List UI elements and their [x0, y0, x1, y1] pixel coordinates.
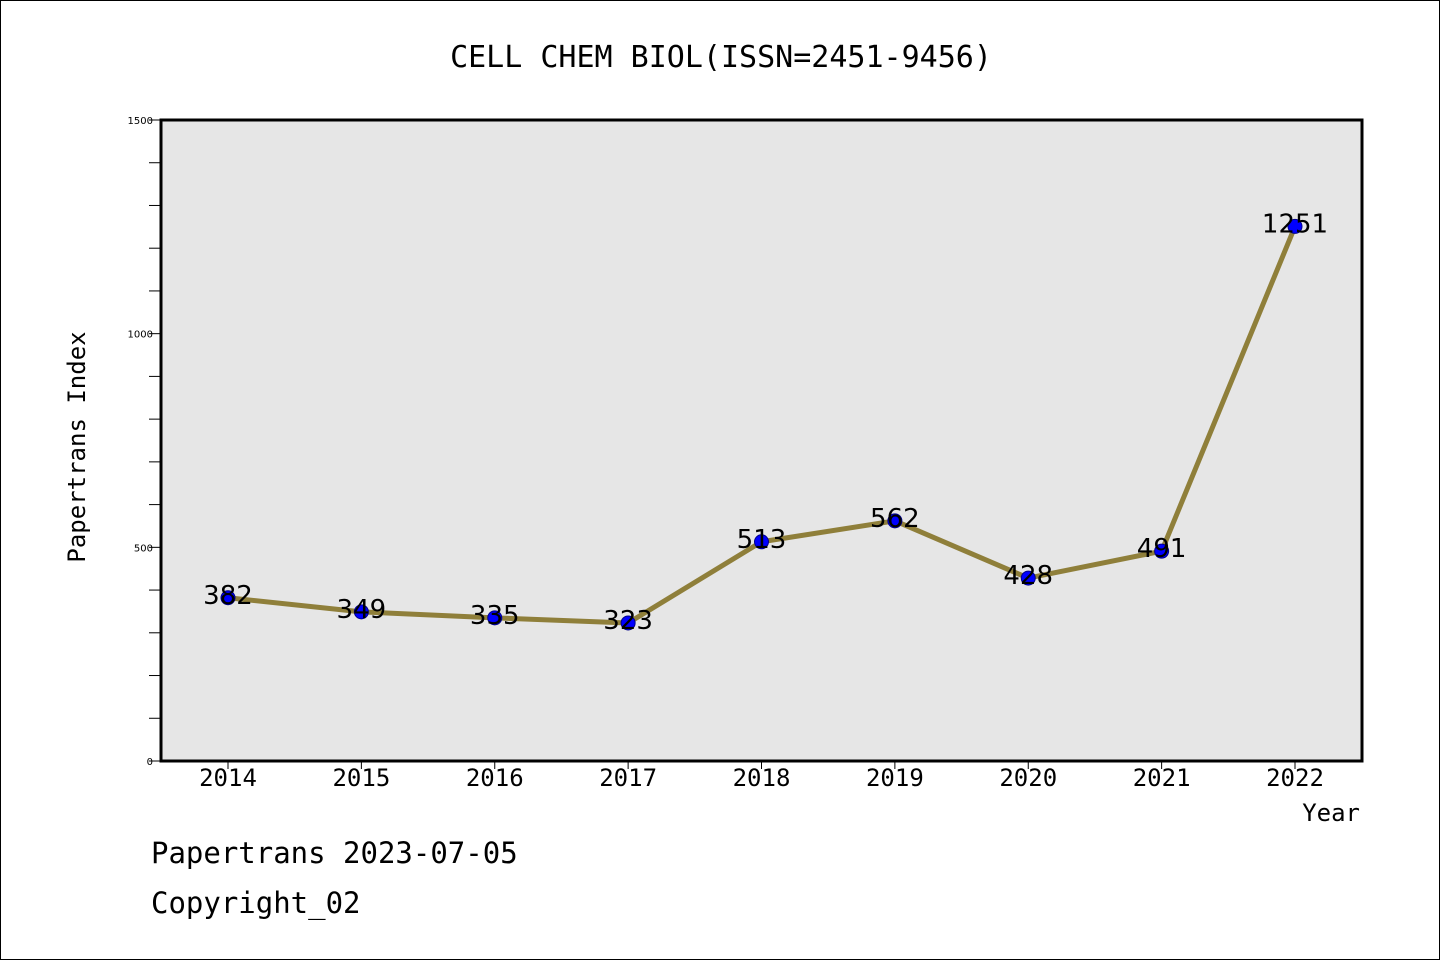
x-tick-label: 2018	[733, 764, 791, 792]
x-tick-label: 2021	[1133, 764, 1191, 792]
x-tick-label: 2017	[599, 764, 657, 792]
data-label: 382	[203, 581, 253, 611]
x-tick-label: 2016	[466, 764, 524, 792]
data-point	[620, 615, 636, 631]
y-tick-label: 500	[134, 543, 153, 554]
data-label: 562	[870, 504, 920, 534]
y-axis-label: Papertrans Index	[63, 331, 91, 562]
data-label: 491	[1137, 534, 1187, 564]
plot-area	[159, 118, 1364, 763]
data-label: 335	[470, 601, 520, 631]
data-point	[754, 534, 769, 550]
x-axis: 2014 2015 2016 2017 2018 2019 2020 2021 2022	[199, 761, 1324, 792]
data-label: 513	[737, 525, 787, 555]
data-point	[1287, 218, 1303, 234]
y-tick-label: 0	[147, 757, 153, 768]
data-labels: 382 349 335 323 513 562 428 491 1251	[203, 209, 1328, 636]
x-axis-label: Year	[1302, 799, 1360, 827]
y-tick-label: 1500	[128, 116, 153, 127]
y-axis: 0 500 1000 1500	[128, 116, 161, 768]
data-label: 428	[1003, 561, 1053, 591]
data-point	[353, 604, 369, 620]
y-tick-label: 1000	[128, 330, 153, 341]
x-tick-label: 2014	[199, 764, 257, 792]
data-point	[887, 513, 903, 529]
data-point	[1020, 570, 1036, 586]
x-tick-label: 2015	[332, 764, 390, 792]
x-tick-label: 2022	[1266, 764, 1324, 792]
data-label: 349	[337, 595, 387, 625]
x-tick-label: 2020	[999, 764, 1057, 792]
data-point	[487, 610, 503, 626]
data-point	[1154, 543, 1170, 559]
x-tick-label: 2019	[866, 764, 924, 792]
data-label: 323	[603, 606, 653, 636]
data-series	[220, 218, 1303, 631]
data-label: 1251	[1262, 209, 1328, 239]
chart-title: CELL CHEM BIOL(ISSN=2451-9456)	[450, 40, 992, 75]
data-point	[220, 590, 236, 606]
source-date-text: Papertrans 2023-07-05	[151, 836, 518, 870]
copyright-text: Copyright_02	[151, 886, 361, 920]
